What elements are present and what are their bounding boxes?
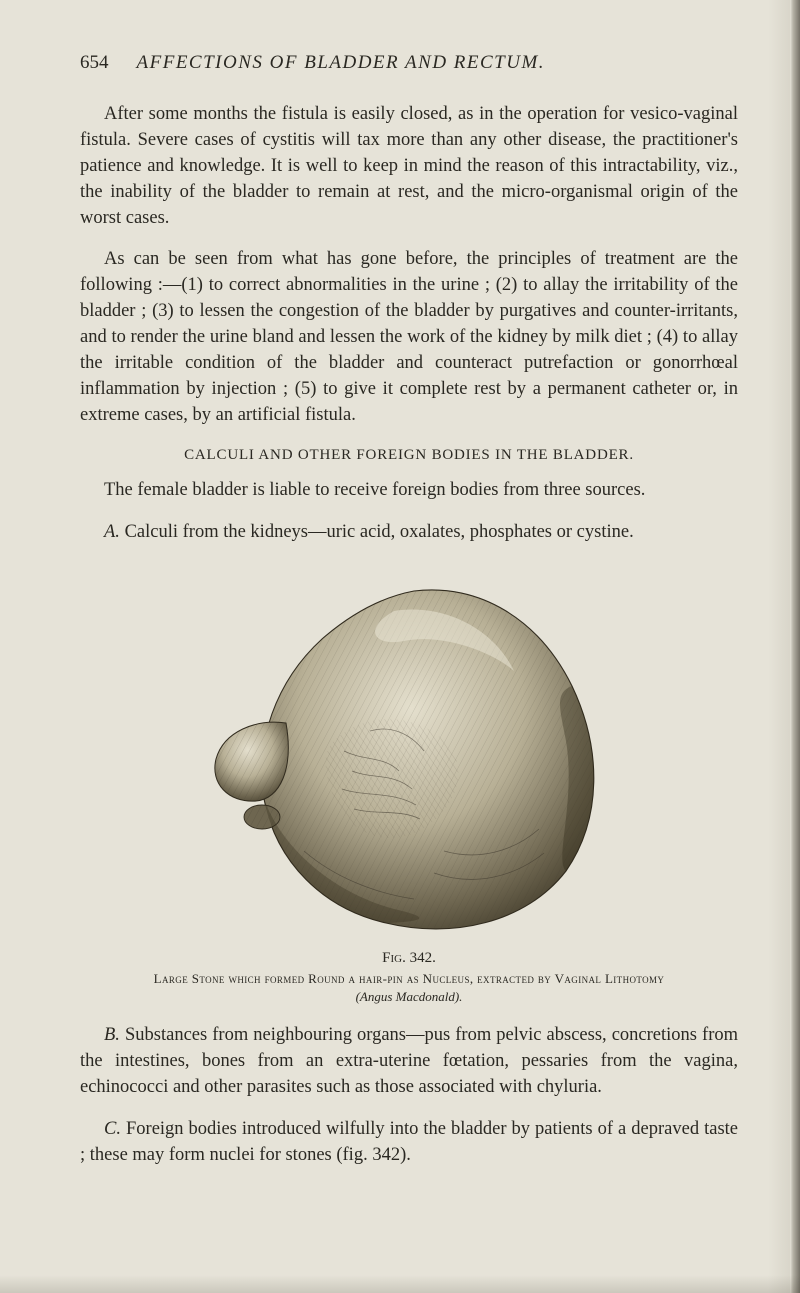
paragraph-5-text: Substances from neighbouring organs—pus … xyxy=(80,1025,738,1097)
paragraph-5: B. Substances from neighbouring organs—p… xyxy=(80,1023,738,1101)
paragraph-2-text: As can be seen from what has gone before… xyxy=(80,249,738,424)
figure-342 xyxy=(80,561,738,946)
page-edge-inner-shade xyxy=(768,0,790,1293)
paragraph-6: C. Foreign bodies introduced wilfully in… xyxy=(80,1117,738,1169)
paragraph-6-text: Foreign bodies introduced wilfully into … xyxy=(80,1119,738,1165)
paragraph-6-prefix: C. xyxy=(104,1119,121,1139)
page-header: 654 AFFECTIONS OF BLADDER AND RECTUM. xyxy=(80,52,738,74)
figure-caption: Large Stone which formed Round a hair-pi… xyxy=(80,971,738,987)
figure-caption-sub: (Angus Macdonald). xyxy=(80,989,738,1005)
figure-label: Fig. 342. xyxy=(80,950,738,967)
paragraph-2: As can be seen from what has gone before… xyxy=(80,247,738,428)
paragraph-3: The female bladder is liable to receive … xyxy=(80,478,738,504)
page-edge-shade xyxy=(790,0,800,1293)
page-bottom-shade xyxy=(0,1275,800,1293)
section-heading-calculi: CALCULI AND OTHER FOREIGN BODIES IN THE … xyxy=(80,447,738,464)
paragraph-3-text: The female bladder is liable to receive … xyxy=(104,480,645,500)
paragraph-5-prefix: B. xyxy=(104,1025,120,1045)
paragraph-4-text: Calculi from the kidneys—uric acid, oxal… xyxy=(120,522,634,542)
page-number: 654 xyxy=(80,52,109,74)
paragraph-4: A. Calculi from the kidneys—uric acid, o… xyxy=(80,520,738,546)
paragraph-4-prefix: A. xyxy=(104,522,120,542)
paragraph-1: After some months the fistula is easily … xyxy=(80,102,738,231)
paragraph-1-text: After some months the fistula is easily … xyxy=(80,104,738,228)
running-title: AFFECTIONS OF BLADDER AND RECTUM. xyxy=(137,52,546,74)
stone-engraving-icon xyxy=(194,561,624,941)
